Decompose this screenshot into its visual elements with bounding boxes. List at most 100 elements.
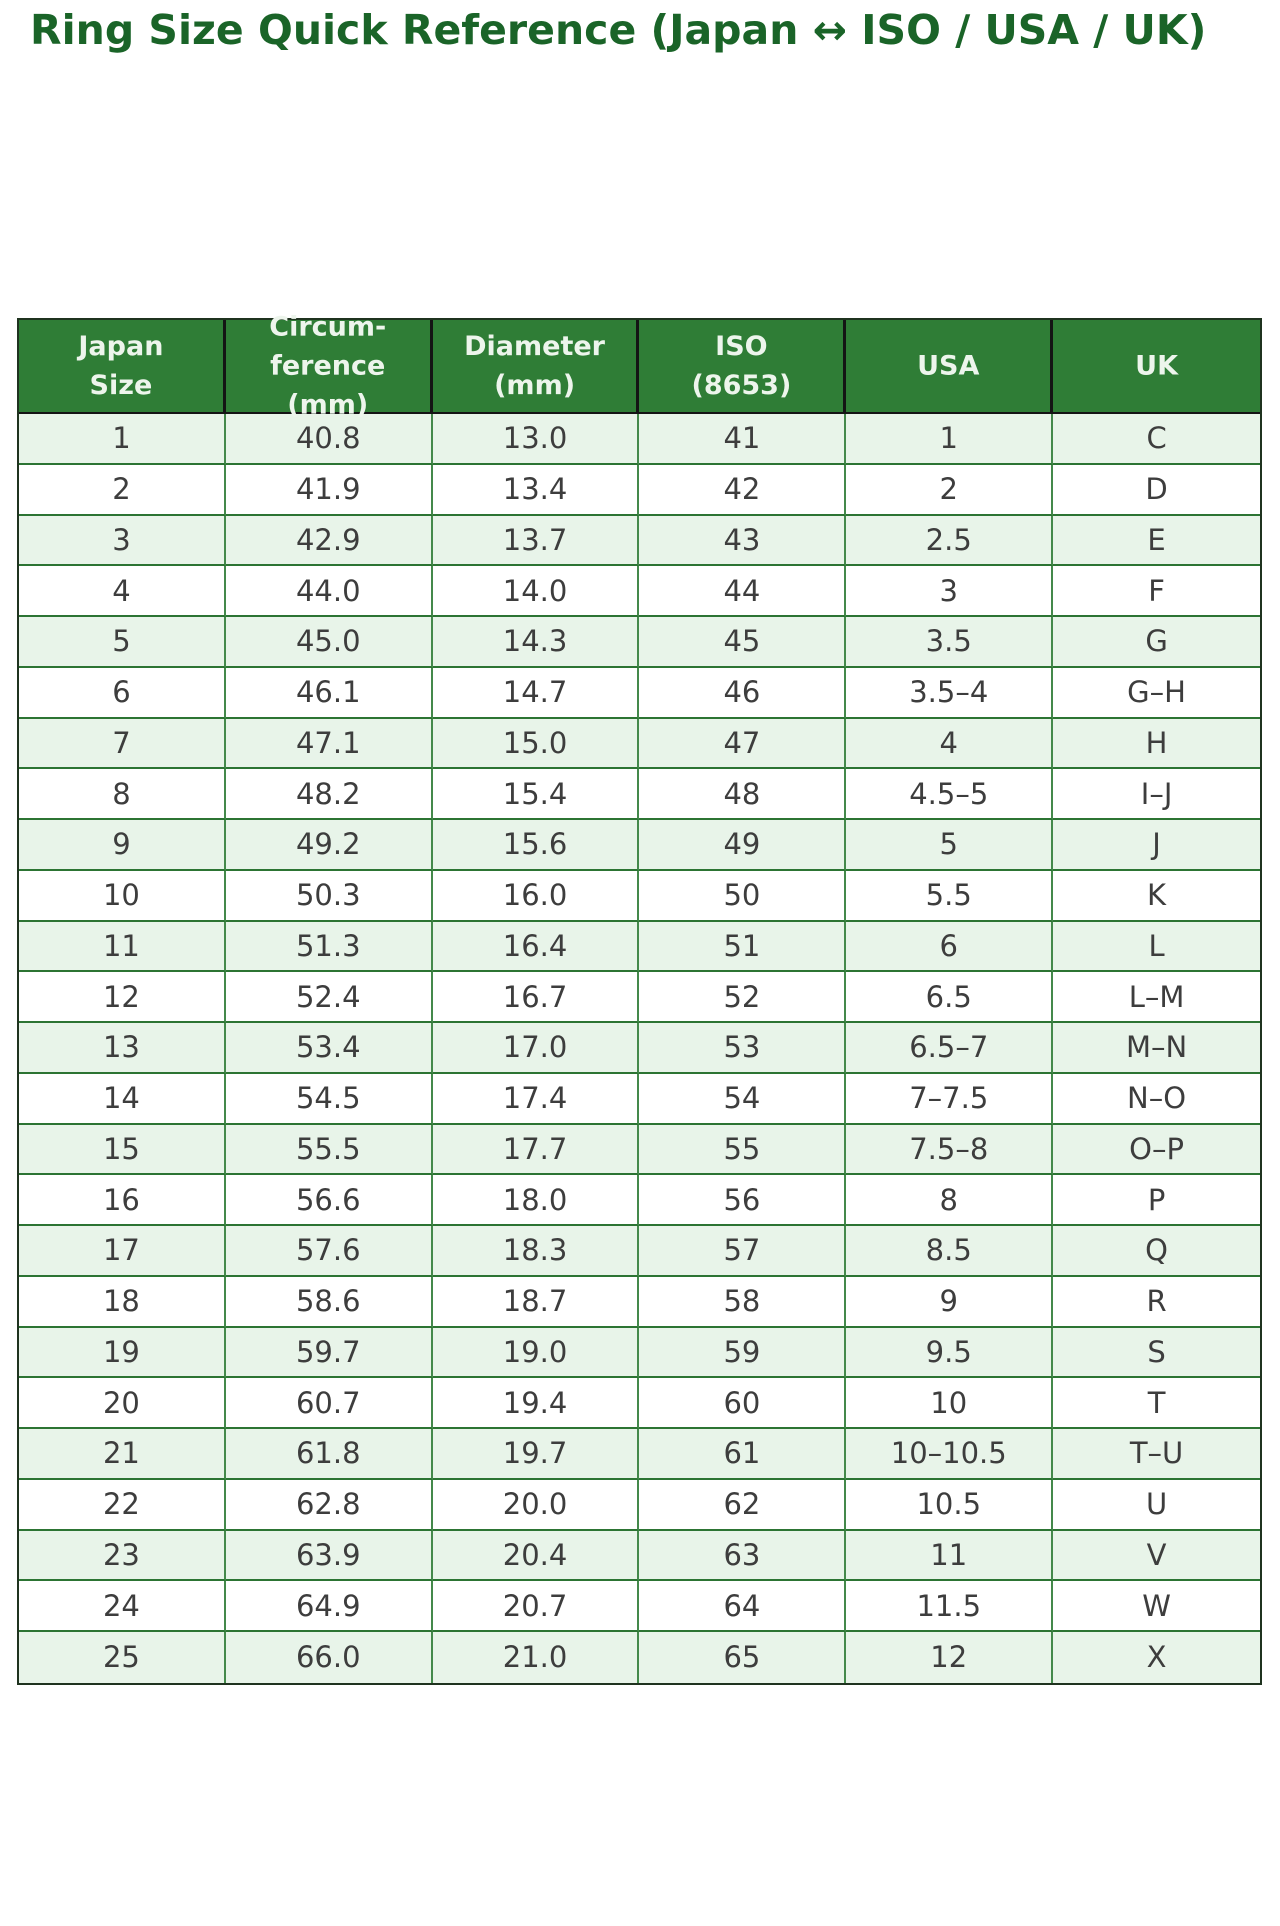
table-cell: 1 [19,414,226,465]
header-cell-usa: USA [846,320,1054,412]
table-cell: 14.0 [432,566,640,617]
table-cell: 55 [639,1124,847,1176]
table-cell: 15.0 [432,718,640,770]
table-cell: 20.7 [432,1581,640,1632]
table-cell: 45 [639,617,847,668]
header-label: Diameter (mm) [464,331,605,401]
header-label: USA [917,350,980,382]
table-cell: 60.7 [225,1378,433,1429]
table-cell: 47.1 [225,718,433,770]
table-cell: 6.5 [846,972,1054,1023]
table-cell: S [1053,1327,1260,1379]
table-cell: 48.2 [225,769,433,820]
table-cell: Q [1053,1226,1260,1277]
table-cell: 14 [19,1073,226,1125]
table-cell: 12 [846,1632,1054,1683]
table-cell: 2 [19,464,226,516]
table-cell: 61.8 [225,1429,433,1480]
table-cell: 60 [639,1378,847,1429]
table-cell: 53 [639,1023,847,1074]
table-cell: 24 [19,1581,226,1632]
table-cell: 10 [846,1378,1054,1429]
table-cell: 57 [639,1226,847,1277]
table-cell: 49.2 [225,820,433,871]
table-cell: 3 [19,515,226,567]
header-cell-uk: UK [1053,320,1260,412]
table-cell: T [1053,1378,1260,1429]
table-cell: L [1053,921,1260,973]
table-cell: 63.9 [225,1530,433,1582]
table-cell: T–U [1053,1429,1260,1480]
table-cell: 6 [19,667,226,719]
table-cell: N–O [1053,1073,1260,1125]
table-cell: 63 [639,1530,847,1582]
table-cell: I–J [1053,769,1260,820]
table-cell: 19.7 [432,1429,640,1480]
table-cell: 46.1 [225,667,433,719]
table-cell: 22 [19,1479,226,1531]
table-cell: 50.3 [225,870,433,922]
table-cell: 17.0 [432,1023,640,1074]
table-cell: G–H [1053,667,1260,719]
header-cell-iso: ISO (8653) [639,320,847,412]
table-cell: 3 [846,566,1054,617]
table-cell: 8 [846,1175,1054,1226]
table-cell: 45.0 [225,617,433,668]
header-cell-diameter: Diameter (mm) [432,320,640,412]
table-cell: 2.5 [846,515,1054,567]
table-cell: 44 [639,566,847,617]
table-cell: 10 [19,870,226,922]
table-cell: M–N [1053,1023,1260,1074]
table-cell: 4 [19,566,226,617]
table-cell: 9.5 [846,1327,1054,1379]
table-cell: 7 [19,718,226,770]
table-cell: 4 [846,718,1054,770]
table-cell: 13.0 [432,414,640,465]
table-cell: 51.3 [225,921,433,973]
table-cell: 15 [19,1124,226,1176]
table-cell: 7–7.5 [846,1073,1054,1125]
table-cell: 58 [639,1276,847,1328]
table-cell: 62.8 [225,1479,433,1531]
table-cell: 21.0 [432,1632,640,1683]
table-cell: 54 [639,1073,847,1125]
table-cell: 16.7 [432,972,640,1023]
table-cell: L–M [1053,972,1260,1023]
table-cell: 59 [639,1327,847,1379]
table-cell: 44.0 [225,566,433,617]
table-cell: 10–10.5 [846,1429,1054,1480]
table-cell: V [1053,1530,1260,1582]
table-cell: 19.0 [432,1327,640,1379]
table-cell: 7.5–8 [846,1124,1054,1176]
table-cell: 6 [846,921,1054,973]
table-cell: 9 [846,1276,1054,1328]
table-cell: 15.6 [432,820,640,871]
table-cell: D [1053,464,1260,516]
table-cell: 59.7 [225,1327,433,1379]
table-cell: 18 [19,1276,226,1328]
table-cell: 16 [19,1175,226,1226]
table-body: 1 40.8 13.0 41 1 C 2 41.9 13.4 42 2 D 3 42.9 13.7 43 2.5… [19,414,1260,1683]
table-cell: 18.3 [432,1226,640,1277]
table-cell: 53.4 [225,1023,433,1074]
table-cell: 58.6 [225,1276,433,1328]
table-cell: 20.4 [432,1530,640,1582]
table-cell: 16.4 [432,921,640,973]
table-cell: 51 [639,921,847,973]
table-cell: 20.0 [432,1479,640,1531]
table-cell: 62 [639,1479,847,1531]
table-cell: W [1053,1581,1260,1632]
table-cell: 2 [846,464,1054,516]
table-cell: 1 [846,414,1054,465]
table-cell: 5.5 [846,870,1054,922]
table-cell: 8 [19,769,226,820]
table-cell: K [1053,870,1260,922]
table-cell: 65 [639,1632,847,1683]
table-cell: 56 [639,1175,847,1226]
header-label: ISO (8653) [691,331,792,401]
table-cell: 13 [19,1023,226,1074]
table-cell: O–P [1053,1124,1260,1176]
table-cell: 11.5 [846,1581,1054,1632]
table-cell: 4.5–5 [846,769,1054,820]
table-cell: 66.0 [225,1632,433,1683]
